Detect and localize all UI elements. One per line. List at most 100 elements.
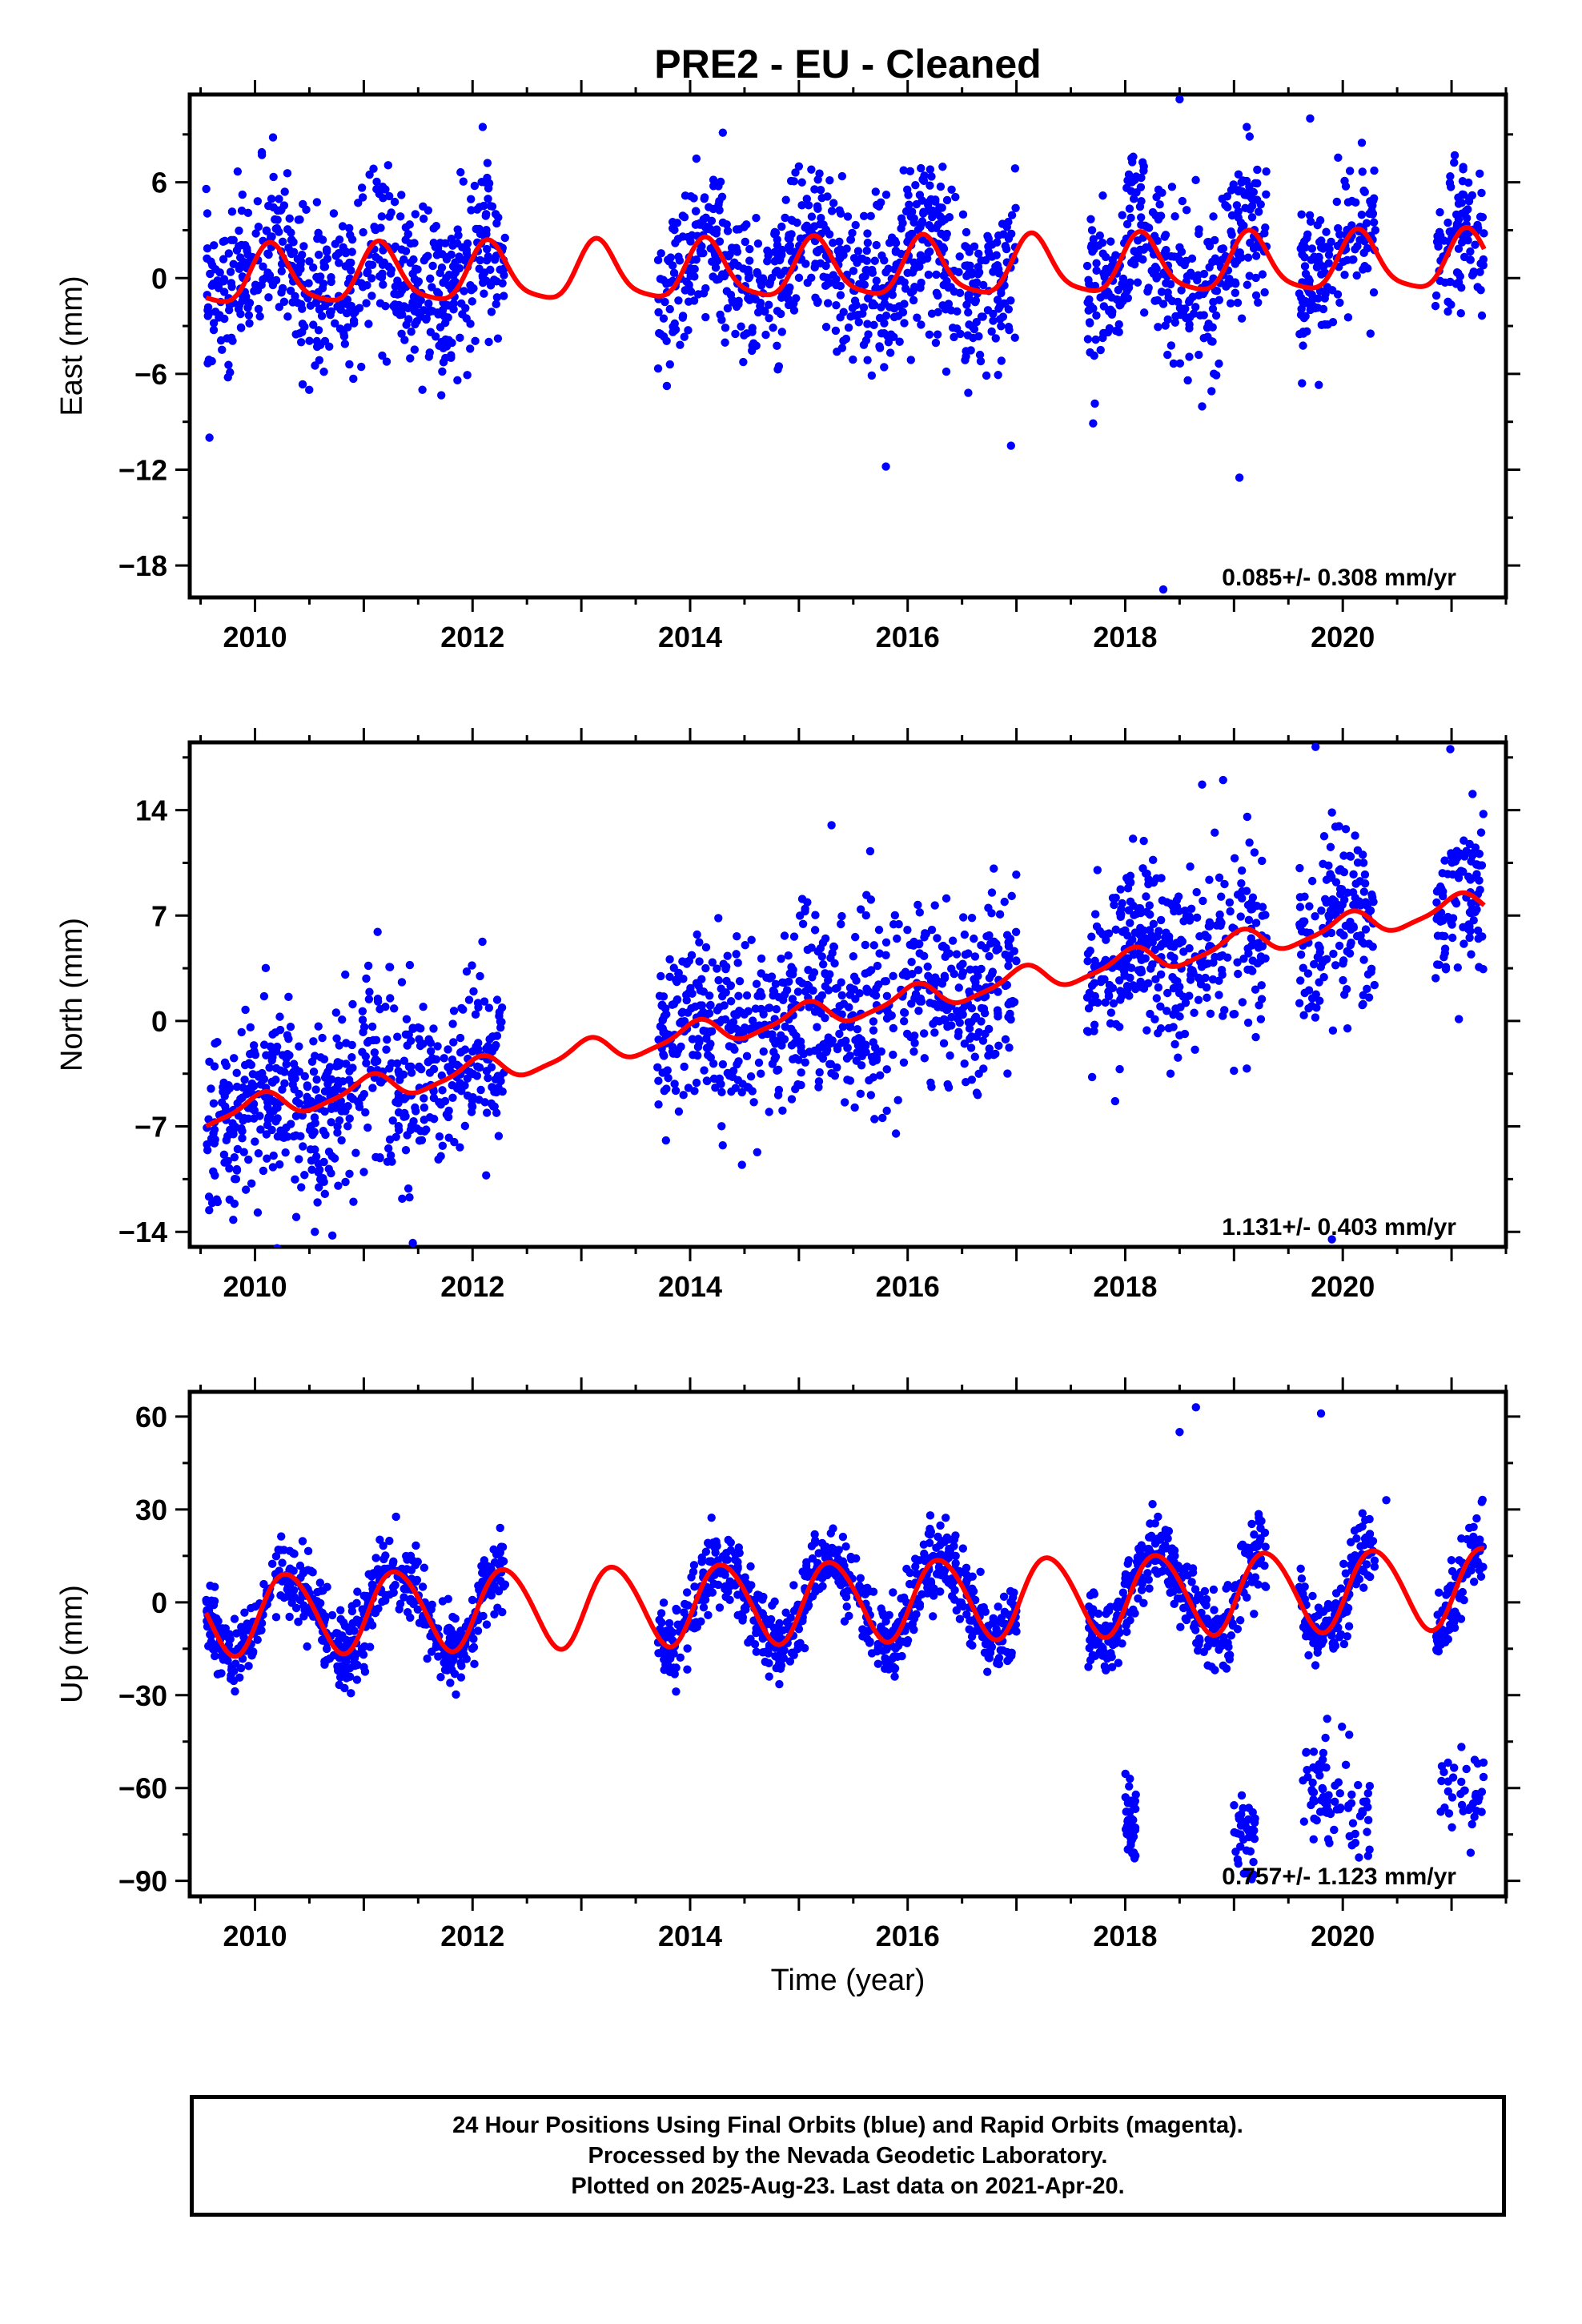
east-data-point — [1431, 291, 1441, 300]
north-data-point — [469, 987, 478, 996]
north-data-point — [869, 941, 878, 950]
north-data-point — [995, 910, 1005, 919]
north-data-point — [714, 914, 723, 923]
north-data-point — [363, 961, 373, 971]
east-data-point — [1334, 223, 1343, 233]
east-data-point — [1098, 191, 1107, 200]
north-data-point — [1244, 949, 1253, 958]
east-data-point — [438, 367, 447, 376]
up-data-point — [372, 1605, 381, 1614]
east-data-point — [668, 261, 677, 270]
north-data-point — [1158, 896, 1167, 905]
east-data-point — [1476, 259, 1485, 268]
north-data-point — [789, 932, 799, 941]
north-data-point — [929, 1019, 938, 1028]
north-data-point — [254, 1148, 263, 1158]
north-data-point — [1468, 790, 1477, 798]
north-data-point — [1367, 967, 1375, 976]
north-data-point — [1180, 1029, 1190, 1039]
up-data-point — [775, 1679, 784, 1689]
up-data-point — [276, 1546, 285, 1554]
east-data-point — [1300, 253, 1309, 262]
east-data-point — [659, 275, 668, 284]
north-data-point — [203, 1146, 212, 1155]
east-data-point — [377, 273, 387, 282]
east-data-point — [479, 278, 488, 287]
north-data-point — [1448, 870, 1457, 879]
north-data-point — [705, 1001, 715, 1010]
north-data-point — [890, 911, 900, 920]
north-data-point — [312, 1075, 321, 1084]
north-data-point — [444, 1112, 453, 1122]
east-data-point — [722, 220, 731, 229]
up-data-point — [248, 1647, 258, 1656]
north-data-point — [909, 1047, 918, 1056]
north-data-point — [1154, 983, 1163, 992]
north-data-point — [1339, 867, 1349, 877]
up-data-point — [352, 1675, 362, 1684]
east-data-point — [1340, 270, 1349, 279]
east-data-point — [1227, 227, 1235, 236]
east-data-point — [1135, 202, 1145, 211]
east-data-point — [1357, 211, 1367, 219]
east-data-point — [255, 312, 264, 321]
up-data-point — [317, 1635, 327, 1645]
north-data-point — [907, 957, 916, 967]
north-data-point — [958, 959, 967, 968]
east-data-point — [456, 167, 465, 177]
north-data-point — [269, 1107, 278, 1116]
north-data-point — [882, 1065, 891, 1074]
east-data-point — [1208, 323, 1217, 332]
east-data-point — [1450, 151, 1460, 160]
north-data-point — [401, 1112, 410, 1121]
north-data-point — [409, 1116, 418, 1126]
east-rate-label: 0.085+/- 0.308 mm/yr — [1222, 565, 1456, 591]
north-data-point — [982, 943, 990, 953]
up-data-point — [785, 1657, 795, 1666]
north-data-point — [787, 1095, 797, 1104]
east-data-point — [486, 265, 495, 275]
east-data-point — [1450, 158, 1459, 167]
east-data-point — [690, 264, 699, 274]
north-data-point — [1091, 961, 1100, 970]
east-data-point — [397, 329, 406, 339]
east-data-point — [1343, 313, 1353, 322]
east-data-point — [717, 192, 727, 201]
north-data-point — [994, 1041, 1003, 1051]
up-data-point — [412, 1541, 420, 1550]
east-data-point — [341, 262, 350, 271]
north-data-point — [1440, 944, 1450, 953]
north-data-point — [881, 951, 890, 959]
east-data-point — [753, 239, 763, 248]
east-data-point — [1371, 226, 1380, 235]
up-data-point — [369, 1569, 378, 1578]
north-data-point — [290, 1085, 299, 1094]
north-data-point — [720, 1001, 729, 1010]
east-data-point — [691, 207, 701, 215]
east-data-point — [250, 287, 259, 296]
north-data-point — [437, 1071, 447, 1080]
north-data-point — [729, 1018, 738, 1027]
north-data-point — [665, 955, 674, 964]
east-data-point — [377, 212, 387, 221]
north-data-point — [271, 1117, 280, 1126]
north-data-point — [962, 1078, 970, 1087]
north-data-point — [947, 964, 956, 973]
north-data-point — [797, 1068, 805, 1077]
east-data-point — [846, 235, 855, 244]
east-data-point — [448, 278, 458, 287]
north-data-point — [424, 1058, 432, 1067]
north-data-point — [946, 1051, 954, 1060]
east-data-point — [997, 356, 1006, 365]
east-data-point — [1232, 201, 1242, 210]
north-data-point — [661, 1068, 669, 1077]
north-data-point — [746, 1072, 756, 1081]
north-data-point — [777, 1031, 785, 1040]
north-data-point — [919, 951, 929, 961]
east-data-point — [904, 191, 913, 199]
north-data-point — [1250, 848, 1259, 857]
north-data-point — [798, 919, 808, 928]
up-data-point — [499, 1582, 508, 1591]
east-data-point — [466, 320, 475, 328]
east-data-point — [391, 304, 400, 313]
